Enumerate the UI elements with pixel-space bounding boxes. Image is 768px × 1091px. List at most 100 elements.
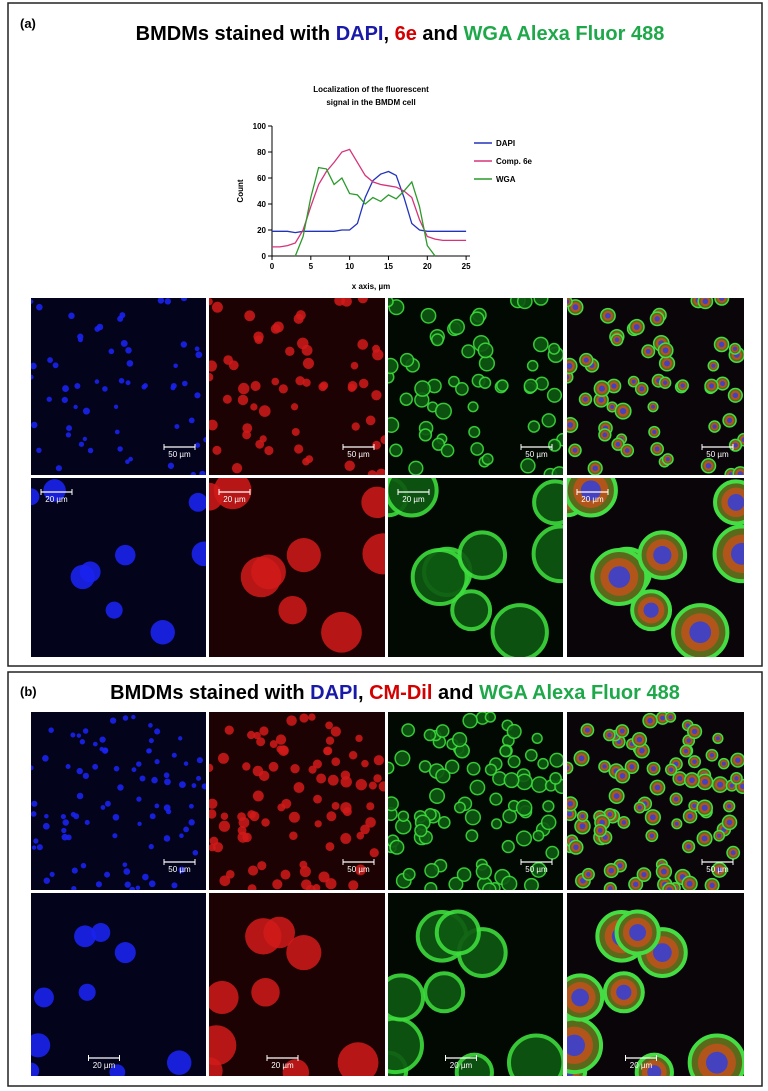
nucleus: [65, 432, 72, 438]
micrograph: [209, 478, 385, 657]
cell: [209, 298, 213, 306]
nucleus: [668, 767, 674, 772]
cell: [290, 764, 300, 774]
nucleus: [128, 456, 133, 462]
nucleus: [174, 424, 180, 430]
panel-title: BMDMs stained with DAPI, 6e and WGA Alex…: [136, 23, 665, 45]
cell: [224, 725, 234, 735]
nucleus: [31, 1062, 40, 1076]
membrane: [437, 816, 451, 829]
image-background: [31, 298, 206, 475]
micrograph: [388, 298, 563, 475]
membrane: [418, 428, 433, 442]
membrane: [501, 875, 518, 890]
y-tick-label: 40: [257, 200, 266, 209]
nucleus: [598, 397, 604, 403]
cell: [272, 321, 284, 333]
membrane: [456, 867, 472, 882]
nucleus: [685, 723, 690, 728]
membrane: [448, 876, 464, 890]
nucleus: [580, 480, 601, 501]
membrane: [548, 342, 561, 355]
cell: [299, 713, 309, 723]
nucleus: [624, 448, 630, 453]
chart-title: signal in the BMDM cell: [326, 98, 415, 107]
nucleus: [42, 755, 49, 762]
nucleus: [632, 881, 639, 888]
nucleus: [709, 882, 715, 889]
cell: [355, 864, 366, 876]
nucleus: [55, 465, 62, 472]
nucleus: [692, 759, 697, 764]
membrane: [429, 787, 446, 804]
nucleus: [108, 348, 115, 355]
nucleus: [194, 392, 201, 399]
x-tick-label: 10: [345, 262, 354, 271]
scale-label: 20 µm: [450, 1061, 473, 1070]
nucleus: [96, 323, 104, 331]
cell: [323, 746, 332, 756]
membrane: [448, 375, 460, 388]
nucleus: [579, 823, 586, 830]
y-tick-label: 0: [262, 252, 267, 261]
nucleus: [689, 621, 712, 644]
nucleus: [629, 924, 647, 941]
cell: [258, 770, 270, 782]
nucleus: [718, 341, 725, 348]
nucleus: [192, 849, 199, 856]
cell: [331, 757, 341, 767]
micrograph: [31, 478, 206, 657]
title-part: BMDMs stained with: [110, 682, 310, 704]
nucleus: [71, 886, 77, 890]
nucleus: [42, 822, 50, 830]
membrane: [389, 839, 405, 855]
scale-label: 50 µm: [706, 450, 729, 459]
membrane: [496, 379, 509, 392]
nucleus: [118, 377, 125, 384]
cell: [211, 301, 223, 313]
nucleus: [665, 457, 670, 462]
nucleus: [113, 765, 120, 772]
cell: [209, 809, 217, 819]
nucleus: [580, 814, 585, 819]
nucleus: [31, 299, 34, 304]
line-series: [294, 166, 436, 257]
nucleus: [179, 781, 186, 789]
scale-bar: 50 µm: [342, 444, 375, 459]
nucleus: [567, 811, 573, 817]
nucleus: [730, 850, 736, 856]
cell: [316, 773, 327, 784]
cell: [263, 916, 295, 949]
cell: [340, 802, 352, 814]
cell: [209, 1025, 237, 1066]
cell: [302, 378, 311, 387]
nucleus: [167, 462, 175, 469]
micrograph: [567, 893, 744, 1076]
nucleus: [31, 362, 37, 370]
nucleus: [647, 717, 653, 724]
nucleus: [36, 844, 43, 851]
scale-label: 20 µm: [45, 495, 68, 504]
cell: [313, 794, 322, 804]
cell: [302, 357, 315, 369]
nucleus: [188, 803, 194, 809]
nucleus: [188, 492, 206, 512]
membrane: [506, 1033, 563, 1076]
nucleus: [643, 602, 659, 618]
nucleus: [114, 429, 120, 435]
nucleus: [567, 1034, 585, 1057]
nucleus: [607, 732, 612, 738]
membrane: [526, 359, 539, 372]
membrane: [461, 344, 476, 359]
nucleus: [74, 925, 96, 948]
nucleus: [179, 833, 184, 839]
membrane: [434, 909, 481, 956]
cell: [358, 378, 369, 389]
micrograph: [209, 893, 385, 1076]
cell: [357, 298, 368, 304]
membrane: [549, 752, 563, 768]
nucleus: [125, 347, 132, 354]
cell: [330, 726, 342, 737]
cell: [261, 818, 270, 827]
